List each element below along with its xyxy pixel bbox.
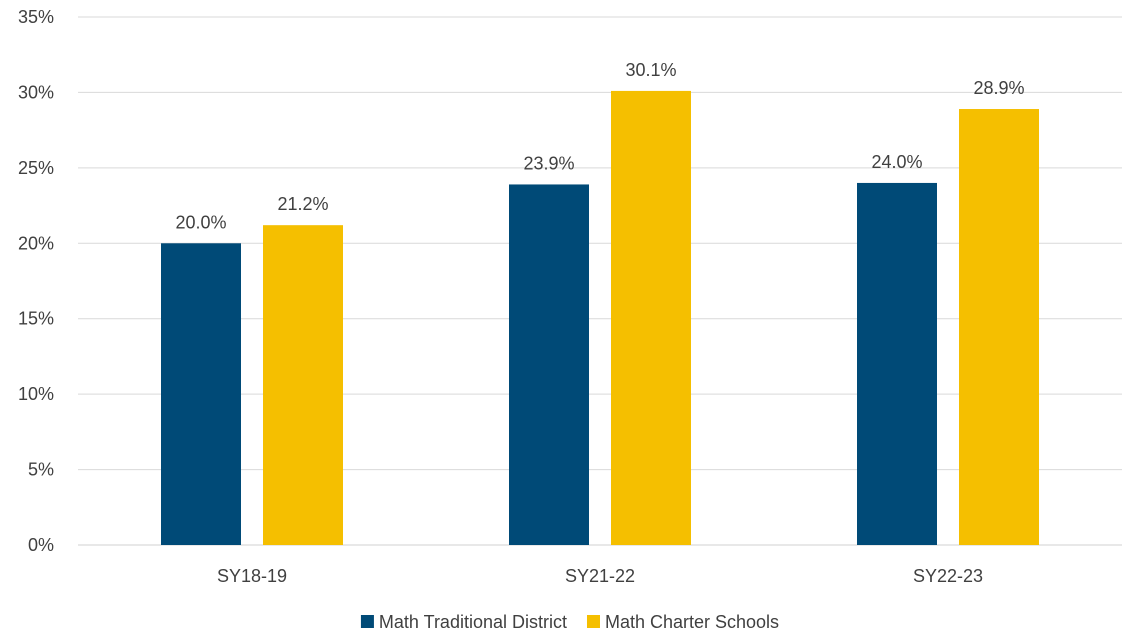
bar [959,109,1039,545]
y-tick-label: 30% [18,82,54,102]
data-label: 21.2% [277,194,328,214]
bars [161,90,1039,546]
y-tick-label: 10% [18,384,54,404]
data-label: 20.0% [175,212,226,232]
x-tick-label: SY21-22 [565,566,635,586]
bar [611,90,691,546]
x-tick-label: SY22-23 [913,566,983,586]
y-tick-label: 15% [18,309,54,329]
legend-swatch [360,615,374,628]
y-tick-label: 35% [18,7,54,27]
bar [161,243,241,546]
y-tick-label: 25% [18,158,54,178]
legend-swatch [586,615,600,628]
gridlines [78,16,1122,546]
data-label: 30.1% [625,60,676,80]
legend-label: Math Charter Schools [605,612,779,632]
legend: Math Traditional District Math Charter Sc… [360,612,779,632]
y-tick-label: 0% [28,535,54,555]
y-axis-tick-labels: 0% 5% 10% 15% 20% 25% 30% 35% [18,7,54,555]
bar [857,182,937,545]
y-tick-label: 20% [18,233,54,253]
bar [509,184,589,546]
bar [263,225,343,545]
data-labels: 20.0% 21.2% 23.9% 30.1% 24.0% 28.9% [175,60,1024,232]
data-label: 24.0% [871,152,922,172]
data-label: 23.9% [523,153,574,173]
legend-label: Math Traditional District [379,612,567,632]
data-label: 28.9% [973,78,1024,98]
x-axis-tick-labels: SY18-19 SY21-22 SY22-23 [217,566,983,586]
y-tick-label: 5% [28,460,54,480]
x-tick-label: SY18-19 [217,566,287,586]
